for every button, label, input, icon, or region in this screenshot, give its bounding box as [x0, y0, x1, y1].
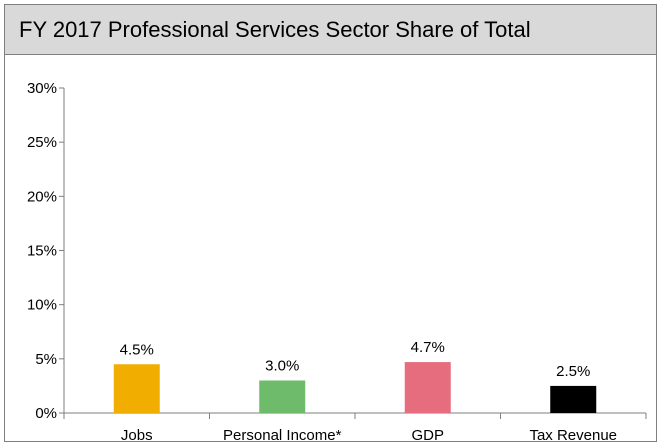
- bars: [113, 362, 597, 413]
- y-tick-label: 30%: [27, 80, 57, 97]
- x-category-label: Personal Income*: [223, 427, 342, 444]
- chart-title: FY 2017 Professional Services Sector Sha…: [19, 17, 531, 42]
- y-tick-label: 0%: [35, 405, 57, 422]
- y-tick-label: 20%: [27, 188, 57, 205]
- data-label: 4.5%: [120, 341, 154, 358]
- x-category-label: Tax Revenue: [529, 427, 617, 444]
- bar-jobs: [113, 364, 160, 413]
- data-label: 4.7%: [411, 339, 445, 356]
- data-labels: 4.5% 3.0% 4.7% 2.5%: [120, 339, 591, 380]
- chart-frame: FY 2017 Professional Services Sector Sha…: [4, 4, 657, 442]
- y-tick-label: 15%: [27, 243, 57, 260]
- x-category-label: GDP: [411, 427, 444, 444]
- bar-tax-revenue: [550, 385, 597, 413]
- data-label: 2.5%: [556, 363, 590, 380]
- y-tick-label: 10%: [27, 297, 57, 314]
- data-label: 3.0%: [265, 358, 299, 375]
- chart-title-bar: FY 2017 Professional Services Sector Sha…: [5, 5, 656, 55]
- y-tick-label: 5%: [35, 351, 57, 368]
- bar-personal-income: [259, 380, 306, 413]
- x-axis: Jobs Personal Income* GDP Tax Revenue: [63, 412, 647, 444]
- y-tick-label: 25%: [27, 134, 57, 151]
- bar-gdp: [404, 362, 451, 413]
- y-axis: 0% 5% 10% 15% 20% 25% 30%: [27, 80, 65, 422]
- x-category-label: Jobs: [121, 427, 153, 444]
